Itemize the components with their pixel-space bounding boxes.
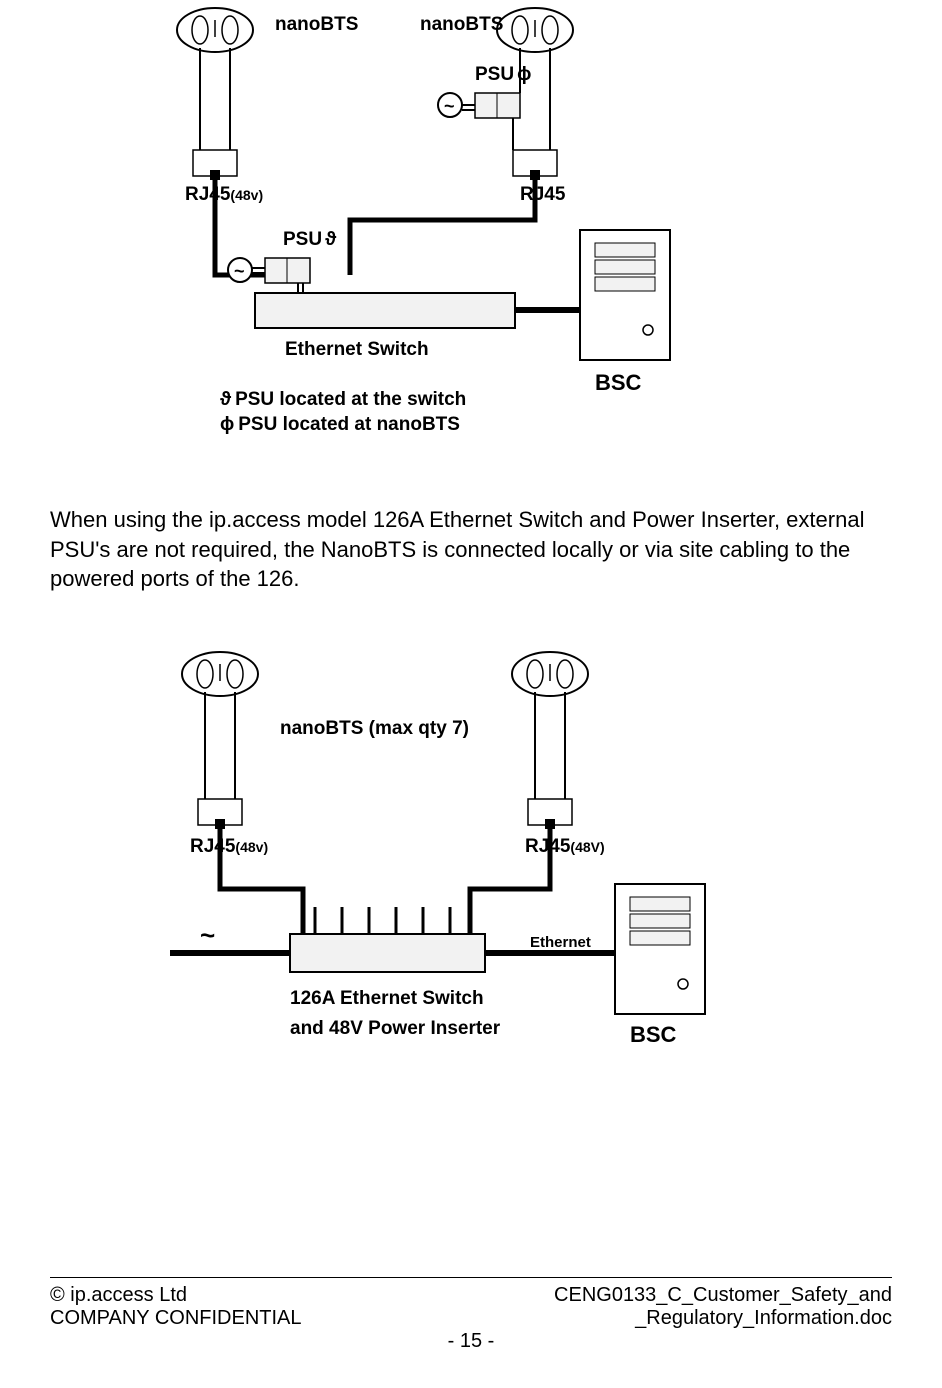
page-footer: © ip.access Ltd COMPANY CONFIDENTIAL CEN… bbox=[50, 1277, 892, 1353]
svg-text:~: ~ bbox=[444, 96, 455, 116]
body-paragraph: When using the ip.access model 126A Ethe… bbox=[50, 505, 892, 594]
rj45-left-label: RJ45(48v) bbox=[185, 184, 263, 205]
diagram-psu-switch: nanoBTS nanoBTS RJ45(48v) bbox=[50, 0, 892, 460]
bsc-icon-2 bbox=[615, 884, 705, 1014]
psu-top-icon: ~ bbox=[438, 75, 520, 150]
svg-text:~: ~ bbox=[234, 261, 245, 281]
nanobts-left-label: nanoBTS bbox=[275, 14, 358, 35]
rj45-right-label-2: RJ45(48V) bbox=[525, 836, 605, 857]
rj45-right-icon-2 bbox=[528, 799, 572, 829]
ethernet-switch-icon bbox=[255, 293, 515, 328]
switch-126a-icon bbox=[290, 934, 485, 972]
diagram-126a: nanoBTS (max qty 7) RJ45(48v) RJ45(48V) bbox=[50, 644, 892, 1064]
ethernet-switch-label: Ethernet Switch bbox=[285, 339, 429, 360]
footer-page-number: - 15 - bbox=[50, 1330, 892, 1353]
ethernet-label: Ethernet bbox=[530, 934, 591, 951]
nanobts-left-icon bbox=[177, 8, 253, 52]
rj45-left-icon bbox=[193, 150, 237, 180]
footer-copyright: © ip.access Ltd bbox=[50, 1284, 302, 1307]
rj45-left-label-2: RJ45(48v) bbox=[190, 836, 268, 857]
psu-top-label: PSUϕ bbox=[475, 64, 531, 85]
psu-mid-icon: ~ bbox=[228, 258, 310, 293]
switch-caption-1: 126A Ethernet Switch bbox=[290, 988, 484, 1009]
tilde-label: ~ bbox=[200, 920, 215, 950]
psu-mid-label: PSUϑ bbox=[283, 229, 337, 250]
bsc-icon bbox=[580, 230, 670, 360]
nanobts-qty-label: nanoBTS (max qty 7) bbox=[280, 718, 469, 739]
legend-line-1: ϑPSU located at the switch bbox=[220, 389, 466, 410]
footer-doc-1: CENG0133_C_Customer_Safety_and bbox=[554, 1284, 892, 1307]
nanobts-left-icon-2 bbox=[182, 652, 258, 696]
bsc-label: BSC bbox=[595, 370, 642, 395]
bsc-label-2: BSC bbox=[630, 1022, 677, 1047]
rj45-right-icon bbox=[513, 150, 557, 180]
nanobts-right-icon-2 bbox=[512, 652, 588, 696]
rj45-left-icon-2 bbox=[198, 799, 242, 829]
switch-ports bbox=[315, 907, 450, 934]
footer-doc-2: _Regulatory_Information.doc bbox=[554, 1307, 892, 1330]
legend-line-2: ϕPSU located at nanoBTS bbox=[220, 414, 460, 435]
switch-caption-2: and 48V Power Inserter bbox=[290, 1018, 501, 1039]
nanobts-right-label: nanoBTS bbox=[420, 14, 503, 35]
footer-confidential: COMPANY CONFIDENTIAL bbox=[50, 1307, 302, 1330]
page-container: nanoBTS nanoBTS RJ45(48v) bbox=[0, 0, 942, 1388]
nanobts-right-icon bbox=[497, 8, 573, 52]
rj45-right-label: RJ45 bbox=[520, 184, 566, 205]
